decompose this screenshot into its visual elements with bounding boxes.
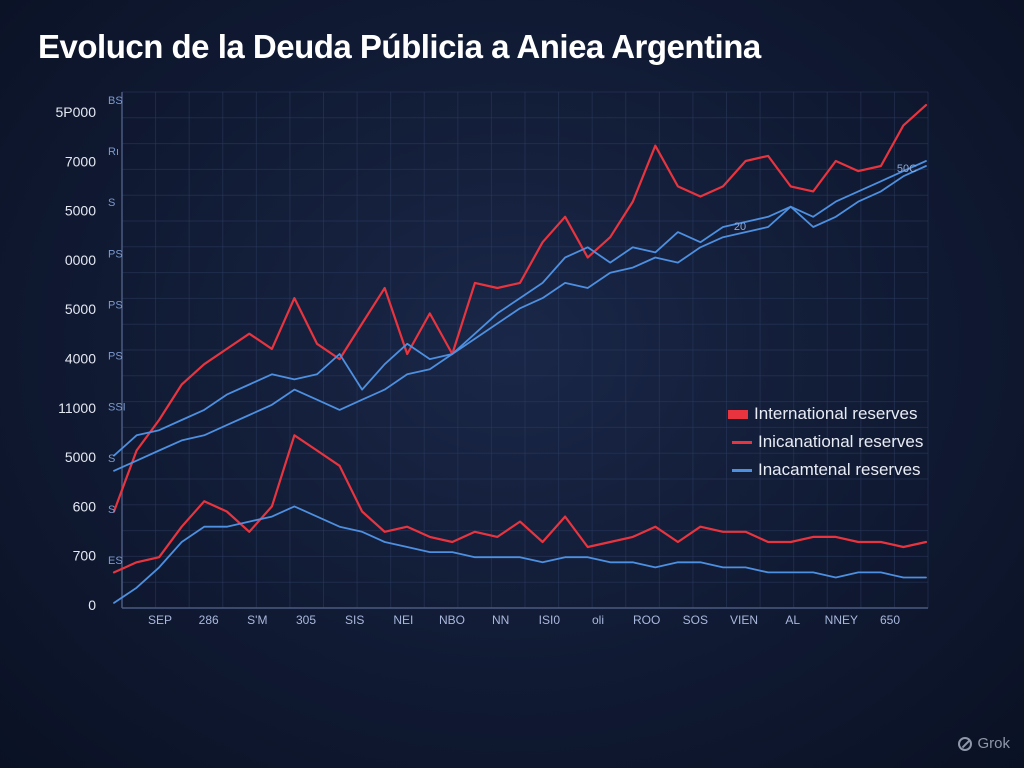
legend-label: International reserves <box>754 404 918 423</box>
x-tick-label: NEI <box>393 613 413 627</box>
y-tick-label: 600 <box>73 498 97 514</box>
legend-label: Inicanational reserves <box>758 432 924 451</box>
y-secondary-tick-label: PS <box>108 299 123 311</box>
x-tick-label: S'M <box>247 613 267 627</box>
x-tick-label: SIS <box>345 613 364 627</box>
y-secondary-tick-label: S <box>108 197 115 209</box>
chart-grid <box>121 91 929 609</box>
y-secondary-tick-label: Rı <box>108 146 119 158</box>
chart-axes <box>121 92 928 609</box>
y-tick-label: 700 <box>73 548 97 564</box>
x-tick-label: SEP <box>148 613 172 627</box>
x-tick-label: ROO <box>633 613 660 627</box>
grok-logo-icon <box>958 736 973 751</box>
y-tick-label: 4000 <box>65 351 96 367</box>
x-tick-label: NNEY <box>825 613 858 627</box>
series-line-1 <box>112 434 928 574</box>
x-tick-label: 650 <box>880 613 900 627</box>
chart-annotation: 20 <box>734 221 746 233</box>
legend-swatch-blue-line <box>732 468 752 472</box>
series-line-0 <box>112 103 928 513</box>
x-tick-label: 305 <box>296 613 316 627</box>
x-tick-label: NN <box>492 613 509 627</box>
y-secondary-tick-label: S <box>108 504 115 516</box>
chart-series <box>112 103 928 604</box>
x-tick-label: NBO <box>439 613 465 627</box>
y-tick-label: 5000 <box>65 203 96 219</box>
series-line-4 <box>113 505 927 604</box>
grok-watermark: Grok <box>958 735 1010 752</box>
y-tick-label: 0 <box>88 597 96 613</box>
chart-ticks: 5P00070005000000050004000110005000600700… <box>56 95 918 627</box>
y-secondary-tick-label: BS <box>108 95 123 107</box>
y-tick-label: 7000 <box>65 153 96 169</box>
y-secondary-tick-label: ES <box>108 555 123 567</box>
legend-swatch-red-box <box>728 409 748 419</box>
legend-item-inicanational: Inicanational reserves <box>728 428 958 456</box>
legend-swatch-red-line <box>732 440 752 444</box>
x-tick-label: oli <box>592 613 604 627</box>
x-tick-label: VIEN <box>730 613 758 627</box>
y-secondary-tick-label: PS <box>108 351 123 363</box>
y-secondary-tick-label: S <box>108 453 115 465</box>
y-tick-label: 11000 <box>58 400 96 416</box>
y-tick-label: 5000 <box>65 449 96 465</box>
legend-item-international: International reserves <box>728 400 958 428</box>
legend-label: Inacamtenal reserves <box>758 460 921 479</box>
y-tick-label: 0000 <box>65 252 96 268</box>
watermark-label: Grok <box>977 735 1010 752</box>
y-secondary-tick-label: SSI <box>108 402 126 414</box>
y-tick-label: 5P000 <box>56 104 97 120</box>
y-tick-label: 5000 <box>65 301 96 317</box>
chart-annotation: 50C <box>897 163 917 175</box>
x-tick-label: 286 <box>199 613 219 627</box>
y-secondary-tick-label: PS <box>108 248 123 260</box>
x-tick-label: ISI0 <box>539 613 561 627</box>
chart-title: Evolucn de la Deuda Públicia a Aniea Arg… <box>38 28 761 65</box>
x-tick-label: SOS <box>683 613 708 627</box>
legend-item-inacamtenal: Inacamtenal reserves <box>728 456 958 484</box>
chart-legend: International reserves Inicanational res… <box>728 400 958 484</box>
x-tick-label: AL <box>785 613 800 627</box>
series-line-3 <box>113 165 927 472</box>
